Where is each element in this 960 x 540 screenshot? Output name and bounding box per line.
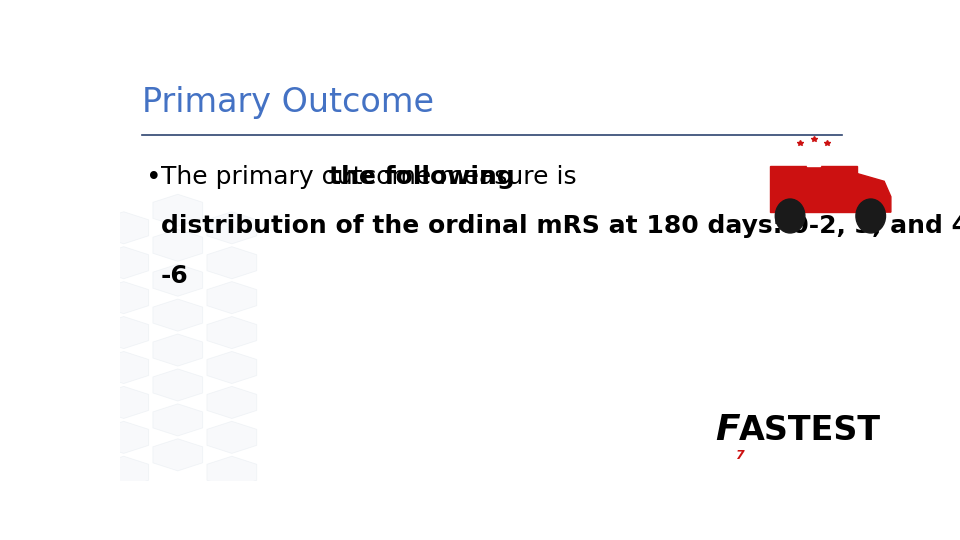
Polygon shape xyxy=(99,281,149,314)
Polygon shape xyxy=(99,421,149,454)
Polygon shape xyxy=(99,352,149,383)
Bar xyxy=(806,143,820,166)
Polygon shape xyxy=(153,334,203,366)
Polygon shape xyxy=(153,229,203,261)
Polygon shape xyxy=(153,299,203,331)
Polygon shape xyxy=(770,166,857,212)
Polygon shape xyxy=(99,386,149,418)
Polygon shape xyxy=(207,281,256,314)
Polygon shape xyxy=(153,194,203,226)
Polygon shape xyxy=(207,352,256,383)
Polygon shape xyxy=(207,386,256,418)
Text: Primary Outcome: Primary Outcome xyxy=(142,85,434,119)
Polygon shape xyxy=(857,173,891,212)
Polygon shape xyxy=(153,369,203,401)
Bar xyxy=(797,151,830,158)
Polygon shape xyxy=(207,316,256,349)
Circle shape xyxy=(776,199,804,233)
Text: F: F xyxy=(715,413,740,447)
Text: The primary outcome measure is: The primary outcome measure is xyxy=(161,165,585,188)
Polygon shape xyxy=(207,421,256,454)
Circle shape xyxy=(856,199,885,233)
Polygon shape xyxy=(99,456,149,488)
Text: ASTEST: ASTEST xyxy=(739,414,881,447)
Text: •: • xyxy=(146,165,161,191)
Text: distribution of the ordinal mRS at 180 days: 0-2, 3, and 4: distribution of the ordinal mRS at 180 d… xyxy=(161,214,960,239)
Polygon shape xyxy=(99,212,149,244)
Text: the following: the following xyxy=(329,165,515,188)
Polygon shape xyxy=(153,404,203,436)
Polygon shape xyxy=(153,439,203,471)
Polygon shape xyxy=(99,316,149,349)
Text: 7: 7 xyxy=(734,449,743,462)
Text: -6: -6 xyxy=(161,265,189,288)
Polygon shape xyxy=(207,456,256,488)
Polygon shape xyxy=(207,212,256,244)
Polygon shape xyxy=(153,264,203,296)
Polygon shape xyxy=(207,247,256,279)
Polygon shape xyxy=(99,247,149,279)
